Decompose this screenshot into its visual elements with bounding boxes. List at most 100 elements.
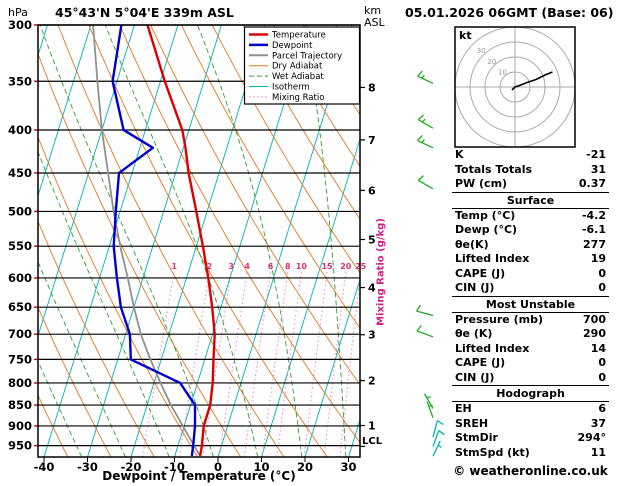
wind-barb (416, 325, 434, 338)
stat-row: PW (cm) 0.37 (452, 177, 609, 192)
isotherm-line (130, 25, 266, 457)
stat-label: Lifted Index (455, 341, 530, 355)
km-tick-label: 6 (368, 184, 376, 197)
hodograph-trace (511, 71, 553, 91)
stat-label: Totals Totals (455, 162, 533, 176)
mixing-ratio-labels: 1 2 3 4 6 8 10 15 20 25 (172, 262, 367, 271)
stat-label: PW (cm) (455, 177, 508, 190)
wind-barb (432, 440, 442, 457)
stat-value: 0.37 (578, 177, 606, 190)
legend-label: Dry Adiabat (272, 62, 323, 72)
stat-row: Pressure (mb) 700 (452, 313, 609, 328)
pressure-tick-label: 600 (8, 271, 32, 285)
stat-row: CAPE (J) 0 (452, 356, 609, 371)
stat-row: CIN (J) 0 (452, 371, 609, 386)
pressure-tick-label: 550 (8, 239, 32, 253)
wind-barb (416, 304, 434, 317)
asl-axis-unit: ASL (364, 16, 385, 29)
km-tick-label: 2 (368, 375, 376, 388)
isotherm-line (38, 25, 92, 198)
legend-label: Wet Adiabat (272, 72, 324, 82)
wet-adiabat-line (303, 25, 347, 457)
legend-label: Temperature (271, 31, 326, 41)
stat-row: Temp (°C) -4.2 (452, 209, 609, 224)
stat-value: -4.2 (581, 208, 606, 222)
legend-label: Parcel Trajectory (272, 51, 342, 61)
stat-label: Pressure (mb) (455, 312, 543, 326)
temperature-axis: -40 -30 -20 -10 0 10 20 30 (34, 457, 357, 474)
dry-adiabat-line (57, 25, 285, 457)
stat-label: Lifted Index (455, 252, 530, 265)
stat-label: CIN (J) (455, 281, 495, 294)
km-tick-label: 8 (368, 81, 376, 94)
legend-label: Dewpoint (272, 41, 313, 51)
isotherm-line (43, 25, 179, 457)
mixing-ratio-line (202, 271, 232, 457)
stat-row: θe(K) 277 (452, 238, 609, 253)
dry-adiabat-line (273, 25, 360, 168)
dry-adiabat-line (150, 25, 360, 386)
stat-row: Totals Totals 31 (452, 163, 609, 178)
dry-adiabat-line (38, 394, 69, 457)
pressure-tick-label: 300 (8, 18, 32, 32)
dry-adiabat-line (242, 25, 360, 220)
km-tick-label: 3 (368, 329, 376, 342)
stat-value: 31 (590, 162, 606, 176)
stat-label: θe (K) (455, 327, 493, 340)
mixing-ratio-value-label: 3 (228, 262, 234, 271)
stat-label: CAPE (J) (455, 356, 506, 369)
pressure-tick-label: 350 (8, 74, 32, 88)
series-dewpoint (111, 25, 197, 457)
pressure-tick-label: 700 (8, 327, 32, 341)
hodograph-ring-label: 10 (498, 68, 507, 76)
hodograph-ring (499, 71, 531, 103)
isotherm-line (38, 25, 135, 338)
stat-label: θe(K) (455, 237, 489, 251)
mixing-ratio-value-label: 25 (355, 262, 367, 271)
temperature-tick-label: -40 (34, 460, 55, 474)
stat-label: K (455, 148, 464, 161)
legend-label: Mixing Ratio (272, 93, 324, 103)
isotherm-line (261, 137, 360, 457)
dry-adiabat-line (38, 306, 112, 457)
stat-value: 37 (590, 416, 606, 430)
isotherm-line (87, 25, 222, 457)
series-parcel-trajectory (92, 25, 201, 457)
pressure-tick-label: 950 (8, 439, 32, 453)
mixing-ratio-value-label: 15 (321, 262, 333, 271)
stat-value: 0 (598, 266, 606, 280)
stat-value: 19 (590, 252, 606, 265)
mixing-ratio-line (323, 271, 347, 457)
mixing-ratio-value-label: 4 (244, 262, 250, 271)
stat-row: Lifted Index 14 (452, 342, 609, 357)
km-axis-unit: km (364, 4, 382, 17)
mixing-ratio-line (179, 271, 210, 457)
stat-value: 0 (598, 281, 606, 294)
hodograph-ring-label: 20 (487, 58, 496, 66)
wind-barb (417, 135, 434, 149)
wind-barb (423, 393, 434, 409)
isotherm-line (0, 25, 4, 457)
stat-label: Dewp (°C) (455, 223, 518, 236)
stat-section-title: Most Unstable (452, 295, 609, 313)
wind-barb (432, 420, 444, 438)
temperature-tick-label: -10 (164, 460, 185, 474)
stat-label: CAPE (J) (455, 266, 506, 280)
km-asl-axis: 1 2 3 4 5 6 7 8 (360, 81, 376, 448)
mixing-ratio-line (219, 271, 248, 457)
pressure-tick-label: 400 (8, 123, 32, 137)
wet-adiabat-line (38, 359, 83, 457)
wind-barb (417, 175, 434, 190)
stat-value: 294° (577, 431, 606, 444)
stat-row: Lifted Index 19 (452, 252, 609, 267)
pressure-tick-label: 900 (8, 419, 32, 433)
temperature-tick-label: 0 (214, 460, 222, 474)
stat-label: EH (455, 402, 472, 415)
wind-barb (432, 429, 445, 447)
copyright-credit: © weatheronline.co.uk (453, 464, 608, 478)
mixing-ratio-value-label: 1 (172, 262, 178, 271)
mixing-ratio-value-label: 10 (296, 262, 308, 271)
stat-label: StmDir (455, 431, 498, 444)
